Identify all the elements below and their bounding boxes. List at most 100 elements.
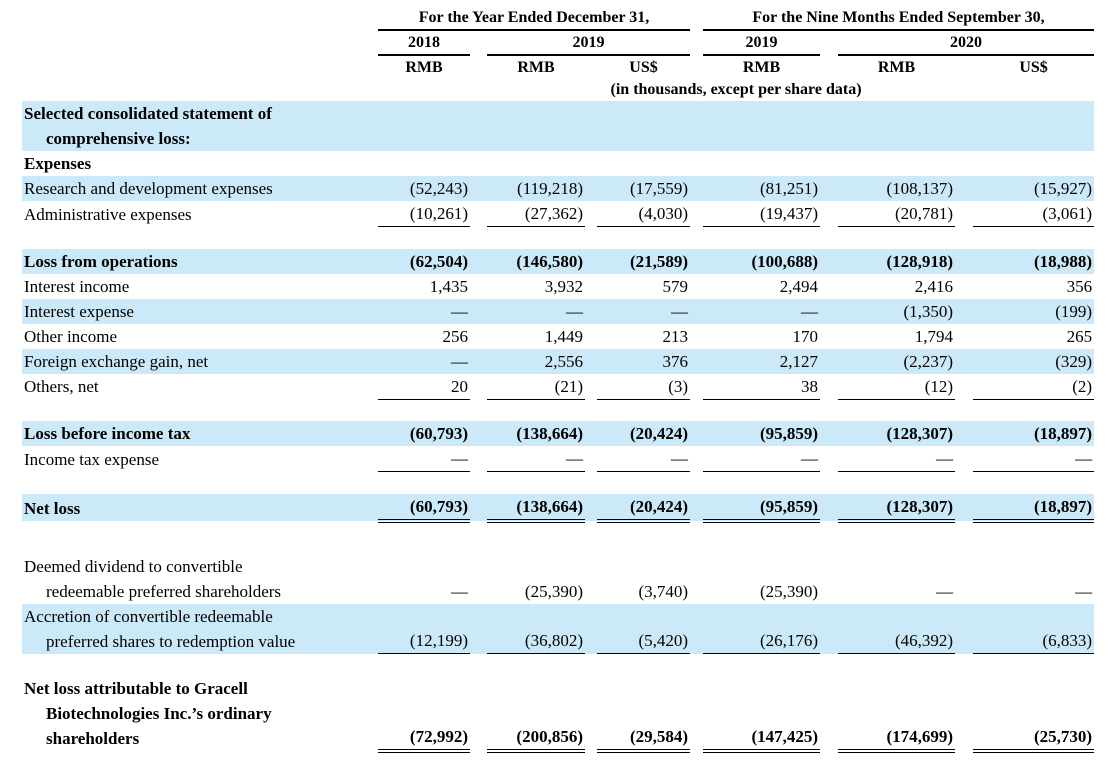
- column-gap: [470, 151, 487, 176]
- column-gap: [690, 101, 704, 151]
- column-gap: [955, 151, 973, 176]
- spacer-row: [22, 399, 1095, 421]
- column-gap: [820, 374, 838, 400]
- currency-label: RMB: [405, 59, 443, 76]
- cell-value: (17,559): [597, 176, 691, 201]
- column-gap: [470, 421, 487, 446]
- year-2018: 2018: [378, 30, 470, 56]
- column-gap: [585, 55, 597, 79]
- cell-value: (12,199): [378, 603, 470, 654]
- column-gap: [470, 374, 487, 400]
- units-note-row: (in thousands, except per share data): [22, 79, 1094, 101]
- cell-value: —: [1075, 581, 1093, 601]
- column-gap: [585, 151, 597, 176]
- cell-value: 170: [792, 326, 819, 346]
- period-group-nine-months: For the Nine Months Ended September 30,: [703, 6, 1095, 31]
- column-gap: [470, 274, 487, 299]
- cell-value: (329): [973, 348, 1095, 374]
- cell-value: (199): [973, 298, 1095, 324]
- year-header-row: 2018 2019 2019 2020: [22, 30, 1095, 56]
- cell-value: 213: [662, 326, 689, 346]
- cell-value: 2,494: [779, 276, 819, 296]
- column-gap: [820, 603, 839, 654]
- year-2019: 2019: [487, 30, 691, 56]
- cell-value: —: [487, 446, 585, 472]
- column-gap: [820, 201, 838, 227]
- column-gap: [585, 298, 597, 324]
- cell-value: —: [597, 446, 691, 472]
- column-gap: [820, 176, 839, 201]
- row-label: Other income: [24, 326, 117, 346]
- cell-value: (81,251): [703, 176, 821, 201]
- cell-value: (119,218): [487, 176, 585, 201]
- period-group-year-ended: For the Year Ended December 31,: [378, 6, 691, 31]
- column-gap: [955, 55, 973, 79]
- cell-value: —: [703, 298, 821, 324]
- cell-value: —: [378, 446, 470, 472]
- header-spacer: [22, 55, 378, 79]
- table-row: Selected consolidated statement of compre…: [22, 101, 1095, 151]
- table-row: Accretion of convertible redeemable prefe…: [22, 603, 1095, 654]
- row-label: Accretion of convertible redeemable prefe…: [22, 603, 378, 654]
- spacer-row: [22, 226, 1095, 249]
- spacer-cell: [22, 471, 1095, 494]
- column-gap: [955, 493, 974, 521]
- row-label: Deemed dividend to convertible redeemable…: [24, 556, 282, 601]
- cell-value: (138,664): [487, 493, 585, 523]
- column-gap: [955, 201, 973, 227]
- column-gap: [955, 274, 973, 299]
- cell-value: (146,580): [487, 248, 585, 274]
- column-gap: [820, 348, 839, 374]
- row-label: Research and development expenses: [22, 176, 378, 201]
- cell-value: (20,424): [597, 421, 691, 446]
- cell-value: (12): [838, 373, 956, 400]
- table-header: For the Year Ended December 31, For the …: [22, 6, 1095, 101]
- table-row: Administrative expenses (10,261) (27,362) (…: [22, 201, 1095, 227]
- row-label: Net loss: [22, 493, 378, 521]
- column-gap: [585, 248, 597, 274]
- table-row: Others, net 20 (21) (3) 38 (12) (2): [22, 373, 1095, 400]
- cell-value: (3,061): [973, 201, 1095, 227]
- cell-value: (5,420): [597, 603, 691, 654]
- header-spacer: [22, 30, 378, 55]
- cell-value: (26,176): [703, 603, 821, 654]
- cell-value: (20,781): [838, 201, 956, 227]
- column-gap: [820, 30, 838, 55]
- column-gap: [690, 55, 703, 79]
- cell-value: 2,556: [487, 348, 585, 374]
- column-gap: [470, 201, 487, 227]
- column-gap: [820, 446, 838, 472]
- column-gap: [820, 324, 838, 349]
- spacer-cell: [22, 653, 1095, 676]
- cell-value: (36,802): [487, 603, 585, 654]
- column-gap: [690, 201, 703, 227]
- cell-value: 265: [1066, 326, 1093, 346]
- table-row: Other income 256 1,449 213 170 1,794 265: [22, 324, 1094, 349]
- table-row: Income tax expense — — — — — —: [22, 446, 1095, 472]
- table-row: Interest expense — — — — (1,350) (199): [22, 298, 1095, 324]
- cell-value: (95,859): [703, 493, 821, 523]
- column-gap: [690, 421, 704, 446]
- column-gap: [470, 603, 487, 654]
- column-gap: [690, 151, 703, 176]
- column-gap: [470, 298, 487, 324]
- cell-value: (18,897): [973, 421, 1095, 446]
- cell-value: (4,030): [597, 201, 691, 227]
- cell-value: 2,127: [703, 348, 821, 374]
- cell-value: —: [703, 446, 821, 472]
- cell-value: (21,589): [597, 248, 691, 274]
- cell-value: [838, 151, 955, 176]
- cell-value: —: [973, 446, 1095, 472]
- cell-value: (1,350): [838, 298, 956, 324]
- cell-value: (15,927): [973, 176, 1095, 201]
- cell-value: (2,237): [838, 348, 956, 374]
- column-gap: [820, 554, 838, 604]
- cell-value: (18,897): [973, 493, 1095, 523]
- cell-value: 579: [662, 276, 689, 296]
- column-gap: [955, 348, 974, 374]
- cell-value: 256: [442, 326, 469, 346]
- currency-label: RMB: [517, 59, 555, 76]
- cell-value: (27,362): [487, 201, 585, 227]
- cell-value: (95,859): [703, 421, 821, 446]
- units-note: (in thousands, except per share data): [610, 81, 862, 98]
